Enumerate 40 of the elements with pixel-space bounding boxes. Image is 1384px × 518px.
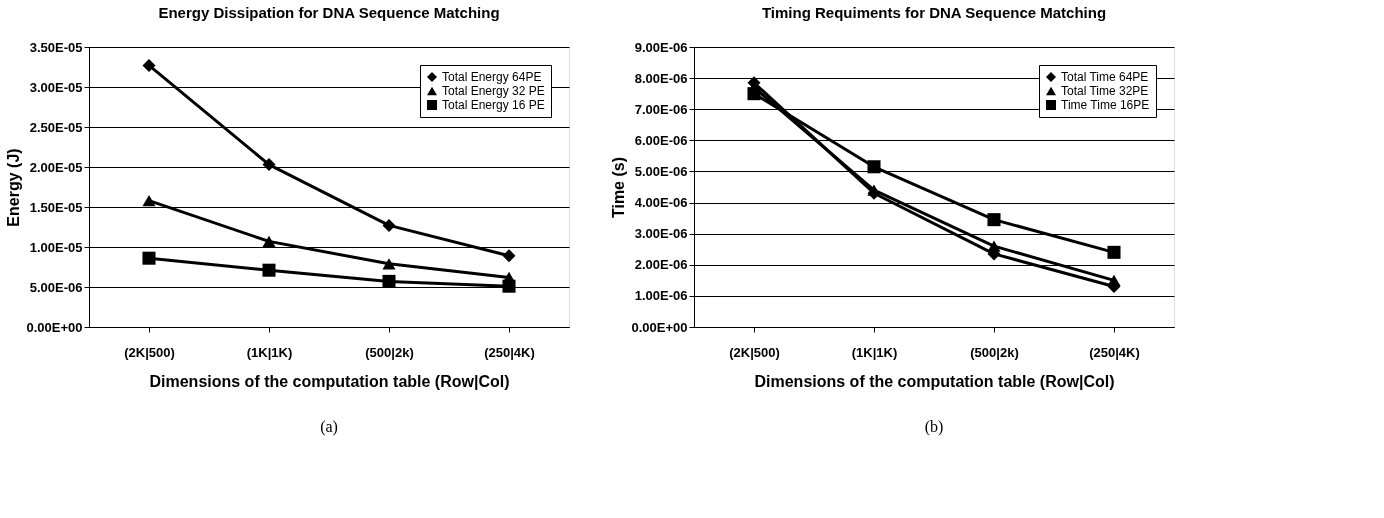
y-axis-title: Energy (J) — [5, 148, 23, 227]
y-tick-label: 3.00E-06 — [634, 226, 688, 242]
legend-label: Total Time 32PE — [1061, 84, 1149, 98]
y-tick-label: 6.00E-06 — [634, 132, 688, 148]
y-tick-label: 1.50E-05 — [29, 199, 83, 215]
y-tick-label: 3.50E-05 — [29, 39, 83, 55]
x-tick-label: (250|4K) — [484, 344, 535, 360]
x-tick-label: (500|2k) — [970, 344, 1019, 360]
text: (a) — [320, 418, 338, 436]
x-axis-title: Dimensions of the computation table (Row|Col) — [754, 372, 1115, 390]
y-tick-label: 5.00E-06 — [634, 163, 688, 179]
y-tick-label: 8.00E-06 — [634, 70, 688, 86]
y-tick-label: 1.00E-05 — [29, 239, 83, 255]
x-axis-title: Dimensions of the computation table (Row|Col) — [149, 372, 510, 390]
y-tick-label: 4.00E-06 — [634, 195, 688, 211]
x-tick-label: (250|4K) — [1089, 344, 1140, 360]
x-tick-label: (2K|500) — [124, 344, 175, 360]
x-tick-label: (500|2k) — [365, 344, 414, 360]
x-tick-label: (1K|1K) — [246, 344, 293, 360]
y-tick-label: 7.00E-06 — [634, 101, 688, 117]
legend-label: Total Time 64PE — [1061, 70, 1149, 84]
legend-label: Total Energy 64PE — [442, 70, 542, 84]
y-tick-label: 2.00E-05 — [29, 159, 83, 175]
y-tick-label: 2.50E-05 — [29, 119, 83, 135]
text: (b) — [924, 418, 944, 436]
x-tick-label: (2K|500) — [729, 344, 780, 360]
y-tick-label: 2.00E-06 — [634, 257, 688, 273]
legend-label: Total Energy 32 PE — [442, 84, 545, 98]
legend-label: Total Energy 16 PE — [442, 98, 545, 112]
y-axis-title: Time (s) — [610, 156, 628, 219]
legend-label: Time Time 16PE — [1061, 98, 1150, 112]
chart-title: Timing Requiments for DNA Sequence Matching — [761, 4, 1107, 21]
y-tick-label: 1.00E-06 — [634, 288, 688, 304]
y-tick-label: 9.00E-06 — [634, 39, 688, 55]
y-tick-label: 0.00E+00 — [26, 319, 83, 335]
chart-title: Energy Dissipation for DNA Sequence Matching — [158, 4, 500, 21]
y-tick-label: 0.00E+00 — [631, 319, 688, 335]
x-tick-label: (1K|1K) — [851, 344, 898, 360]
y-tick-label: 5.00E-06 — [29, 279, 83, 295]
y-tick-label: 3.00E-05 — [29, 79, 83, 95]
